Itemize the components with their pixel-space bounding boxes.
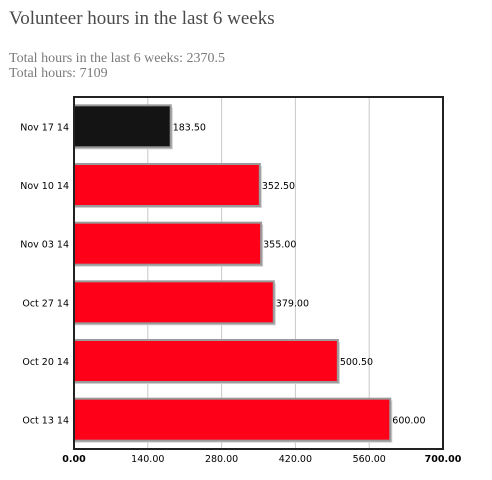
bar xyxy=(73,221,263,266)
data-label: 183.50 xyxy=(173,122,206,133)
plot-frame xyxy=(73,96,444,450)
category-label: Oct 13 14 xyxy=(22,416,69,427)
x-tick-label: 280.00 xyxy=(205,454,238,465)
data-label: 500.50 xyxy=(340,357,373,368)
x-tick-label: 560.00 xyxy=(353,454,386,465)
data-label: 352.50 xyxy=(262,181,295,192)
bar xyxy=(73,397,392,442)
data-label: 600.00 xyxy=(392,416,425,427)
x-tick-label: 700.00 xyxy=(425,454,462,465)
total-hours: Total hours: 7109 xyxy=(9,66,108,81)
x-tick-label: 420.00 xyxy=(279,454,312,465)
x-tick-label: 140.00 xyxy=(131,454,164,465)
data-label: 355.00 xyxy=(263,240,296,251)
category-label: Nov 10 14 xyxy=(20,181,69,192)
total-hours-6-weeks: Total hours in the last 6 weeks: 2370.5 xyxy=(9,51,225,66)
bar xyxy=(73,163,261,207)
category-label: Nov 17 14 xyxy=(20,122,69,133)
category-label: Nov 03 14 xyxy=(20,240,69,251)
category-label: Oct 27 14 xyxy=(22,298,69,309)
data-label: 379.00 xyxy=(276,298,309,309)
category-label: Oct 20 14 xyxy=(22,357,69,368)
x-tick-label: 0.00 xyxy=(62,454,86,465)
chart-title: Volunteer hours in the last 6 weeks xyxy=(9,8,275,29)
bar xyxy=(73,339,339,383)
bar xyxy=(73,280,275,325)
bar xyxy=(73,104,172,149)
